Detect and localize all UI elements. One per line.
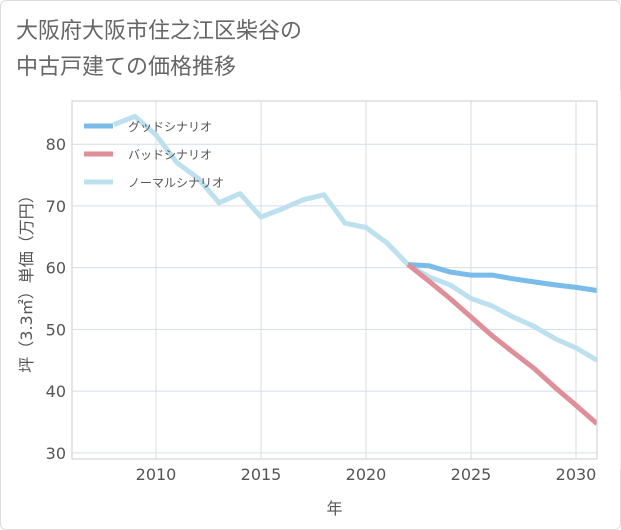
y-tick-label: 80 (46, 135, 66, 154)
y-tick-label: 70 (46, 197, 66, 216)
line-chart: 2010 2015 2020 2025 2030 30 40 50 60 70 80 グッドシナリオバ… (0, 0, 621, 530)
x-tick-label: 2025 (451, 465, 492, 484)
x-axis-title: 年 (326, 499, 342, 518)
y-tick-label: 30 (46, 444, 66, 463)
x-tick-label: 2015 (241, 465, 282, 484)
y-tick-label: 40 (46, 382, 66, 401)
plot-edge-mask (598, 91, 621, 469)
legend-label: ノーマルシナリオ (128, 176, 224, 190)
x-tick-label: 2030 (556, 465, 597, 484)
x-tick-label: 2020 (346, 465, 387, 484)
legend-label: バッドシナリオ (128, 148, 212, 162)
x-tick-label: 2010 (136, 465, 177, 484)
legend-label: グッドシナリオ (128, 120, 212, 134)
y-tick-label: 60 (46, 259, 66, 278)
y-tick-label: 50 (46, 320, 66, 339)
y-axis-title: 坪（3.3㎡）単価（万円） (17, 187, 36, 372)
